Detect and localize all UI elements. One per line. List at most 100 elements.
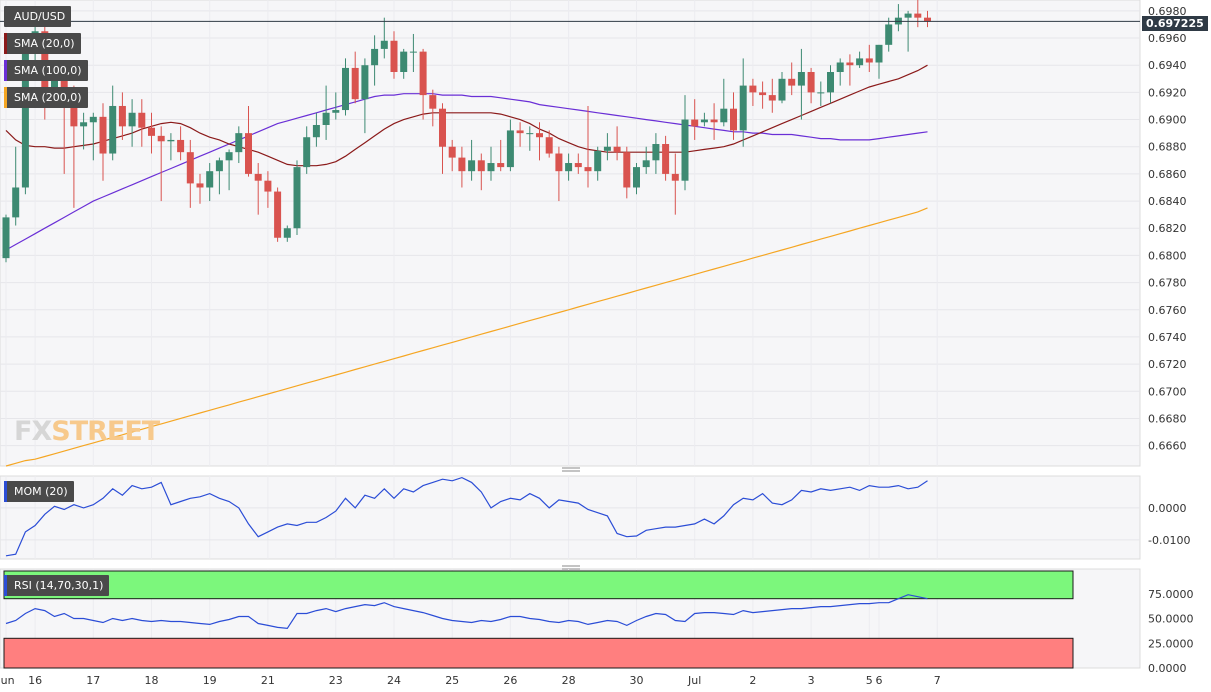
- candle: [856, 51, 864, 68]
- candle-body: [594, 150, 602, 172]
- rsi-tick-label: 50.0000: [1148, 613, 1194, 626]
- candle-body: [739, 85, 747, 131]
- candle-body: [196, 183, 204, 188]
- candle: [439, 103, 446, 174]
- candle: [739, 58, 747, 147]
- candle-body: [2, 217, 10, 259]
- candle-body: [875, 44, 883, 63]
- sma20-swatch: [4, 33, 7, 54]
- mom-line: [5, 476, 928, 557]
- mom-tick-label: -0.0100: [1148, 534, 1190, 547]
- price-tick-label: 0.6920: [1148, 86, 1187, 99]
- sma200-tag[interactable]: SMA (200,0): [4, 87, 88, 108]
- candle: [312, 112, 320, 147]
- time-tick-label: 28: [562, 674, 576, 687]
- rsi-line: [5, 594, 928, 630]
- symbol-tag[interactable]: AUD/USD: [4, 6, 72, 27]
- price-tick-label: 0.6900: [1148, 114, 1187, 127]
- candle: [2, 214, 10, 263]
- candle: [536, 122, 543, 161]
- candle-body: [914, 13, 922, 18]
- candle-body: [138, 112, 146, 128]
- candle-body: [720, 108, 728, 123]
- candle: [235, 126, 243, 164]
- candle: [322, 85, 330, 140]
- price-tick-label: 0.6680: [1148, 412, 1187, 425]
- candle: [574, 153, 582, 174]
- sma20-tag[interactable]: SMA (20,0): [4, 33, 81, 54]
- candle: [448, 139, 456, 172]
- candle-body: [603, 146, 611, 151]
- time-tick-label: 7: [934, 674, 941, 687]
- rsi-overbought-zone: [3, 570, 1074, 600]
- candle-body: [429, 95, 437, 109]
- candle-body: [12, 187, 20, 218]
- candle-body: [51, 72, 58, 93]
- candle-body: [157, 135, 165, 142]
- sma200-swatch: [4, 87, 7, 108]
- candle: [691, 99, 699, 140]
- candle: [662, 135, 670, 181]
- time-tick-label: 21: [261, 674, 275, 687]
- candle: [215, 157, 223, 195]
- candle-body: [215, 160, 223, 172]
- candle-body: [681, 119, 689, 181]
- candle: [623, 146, 631, 199]
- candle: [565, 153, 573, 181]
- candle: [555, 146, 563, 202]
- candle: [827, 65, 834, 104]
- candle: [138, 99, 146, 147]
- candle: [477, 153, 485, 191]
- rsi-tag[interactable]: RSI (14,70,30,1): [4, 575, 110, 596]
- candle: [788, 62, 796, 96]
- time-tick-label: 16: [28, 674, 42, 687]
- sma100-label: SMA (100,0): [14, 64, 82, 77]
- sma100-tag[interactable]: SMA (100,0): [4, 60, 88, 81]
- mom-tag[interactable]: MOM (20): [4, 481, 74, 502]
- candle: [778, 72, 786, 104]
- candle: [807, 67, 815, 104]
- candle-body: [342, 67, 349, 111]
- candle-body: [574, 163, 582, 168]
- mom-pane: [0, 475, 1141, 560]
- candle: [506, 119, 514, 172]
- candle: [409, 33, 417, 73]
- candle-body: [545, 137, 553, 154]
- rsi-oversold-zone: [3, 637, 1074, 669]
- rsi-swatch: [4, 575, 7, 596]
- sma20-label: SMA (20,0): [14, 37, 75, 50]
- rsi-tick-label: 25.0000: [1148, 637, 1194, 650]
- candle-body: [817, 92, 825, 94]
- time-tick-label: 24: [387, 674, 401, 687]
- mom-swatch: [4, 481, 7, 502]
- candle-body: [177, 139, 185, 153]
- candle-body: [99, 116, 107, 154]
- time-tick-label: Jul: [687, 674, 701, 687]
- candle: [730, 92, 737, 140]
- candle-body: [274, 191, 282, 238]
- candle: [749, 78, 757, 106]
- candle-body: [380, 40, 388, 49]
- candle: [836, 58, 844, 86]
- candle-body: [759, 92, 767, 96]
- candle: [274, 187, 282, 242]
- candle: [545, 130, 553, 158]
- candle: [371, 35, 379, 86]
- candle: [177, 126, 185, 161]
- candle-body: [536, 133, 543, 138]
- candle-body: [109, 105, 117, 154]
- candle-body: [390, 40, 398, 73]
- candle: [89, 112, 97, 161]
- candle-body: [458, 157, 466, 172]
- candle: [720, 78, 728, 127]
- candle: [148, 112, 155, 154]
- candle-body: [662, 144, 670, 174]
- candle-body: [312, 124, 320, 138]
- price-tick-label: 0.6740: [1148, 331, 1187, 344]
- candle: [128, 99, 136, 147]
- candle: [759, 81, 767, 109]
- candle: [497, 139, 505, 172]
- time-tick-label: 25: [445, 674, 459, 687]
- candle: [924, 10, 931, 28]
